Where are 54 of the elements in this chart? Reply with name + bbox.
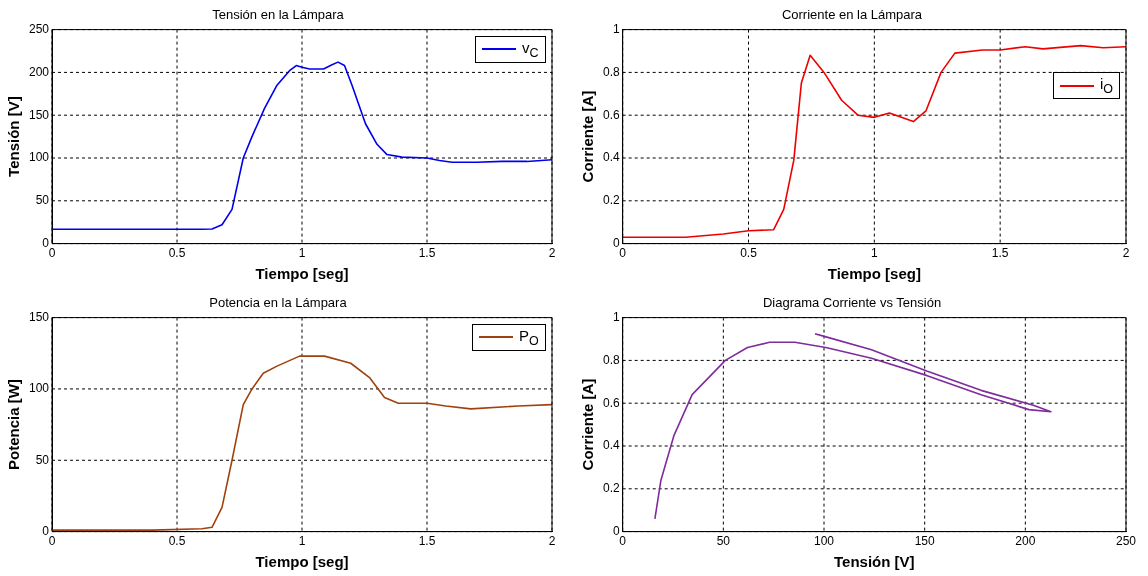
y-tick-label: 100 (28, 381, 50, 396)
chart-title: Tensión en la Lámpara (212, 7, 345, 23)
x-tick-label: 150 (914, 534, 935, 549)
y-tick-label: 50 (35, 452, 50, 467)
chart-title: Potencia en la Lámpara (209, 295, 348, 311)
x-axis-title: Tensión [V] (834, 553, 915, 571)
legend-label: i$_{O}$ (1100, 75, 1114, 97)
y-tick-label: 0 (612, 235, 620, 250)
y-tick-label: 200 (28, 64, 50, 79)
chart-title: Corriente en la Lámpara (781, 7, 923, 23)
y-axis-title: Potencia [W] (5, 379, 23, 471)
y-tick-label: 100 (28, 150, 50, 165)
y-tick-label: 1 (612, 21, 620, 36)
x-tick-label: 50 (716, 534, 731, 549)
x-tick-label: 200 (1015, 534, 1036, 549)
x-tick-label: 1.5 (991, 246, 1009, 261)
x-tick-label: 1.5 (418, 246, 436, 261)
x-tick-label: 0.5 (740, 246, 758, 261)
x-axis-title: Tiempo [seg] (827, 265, 921, 283)
y-tick-label: 0.6 (602, 107, 620, 122)
y-tick-label: 1 (612, 309, 620, 324)
x-tick-label: 1 (298, 534, 306, 549)
x-tick-label: 0.5 (168, 246, 186, 261)
x-tick-label: 2 (548, 246, 556, 261)
chart-title: Diagrama Corriente vs Tensión (762, 295, 942, 311)
x-tick-label: 100 (813, 534, 835, 549)
y-tick-label: 0 (42, 523, 50, 538)
y-tick-label: 0 (612, 523, 620, 538)
y-tick-label: 0.6 (602, 395, 620, 410)
y-tick-label: 0.8 (602, 64, 620, 79)
x-tick-label: 1 (298, 246, 306, 261)
y-tick-label: 0.4 (602, 438, 620, 453)
y-tick-label: 0 (42, 235, 50, 250)
x-tick-label: 1 (871, 246, 878, 261)
y-tick-label: 0.2 (602, 481, 620, 496)
y-tick-label: 0.8 (602, 352, 620, 367)
x-tick-label: 1.5 (418, 534, 436, 549)
x-tick-label: 0.5 (168, 534, 186, 549)
y-tick-label: 150 (28, 309, 50, 324)
y-axis-title: Corriente [A] (579, 378, 597, 471)
y-tick-label: 50 (35, 193, 50, 208)
x-tick-label: 2 (1122, 246, 1130, 261)
y-tick-label: 250 (28, 21, 50, 36)
y-axis-title: Tensión [V] (5, 96, 23, 177)
x-tick-label: 250 (1115, 534, 1137, 549)
y-tick-label: 0.4 (602, 150, 620, 165)
x-axis-title: Tiempo [seg] (255, 265, 349, 283)
legend-label: v$_{C}$ (522, 38, 539, 60)
y-tick-label: 0.2 (602, 193, 620, 208)
x-tick-label: 2 (548, 534, 556, 549)
x-axis-title: Tiempo [seg] (255, 553, 349, 571)
y-tick-label: 150 (28, 107, 50, 122)
legend-label: P$_{O}$ (519, 326, 539, 348)
y-axis-title: Corriente [A] (579, 90, 597, 183)
